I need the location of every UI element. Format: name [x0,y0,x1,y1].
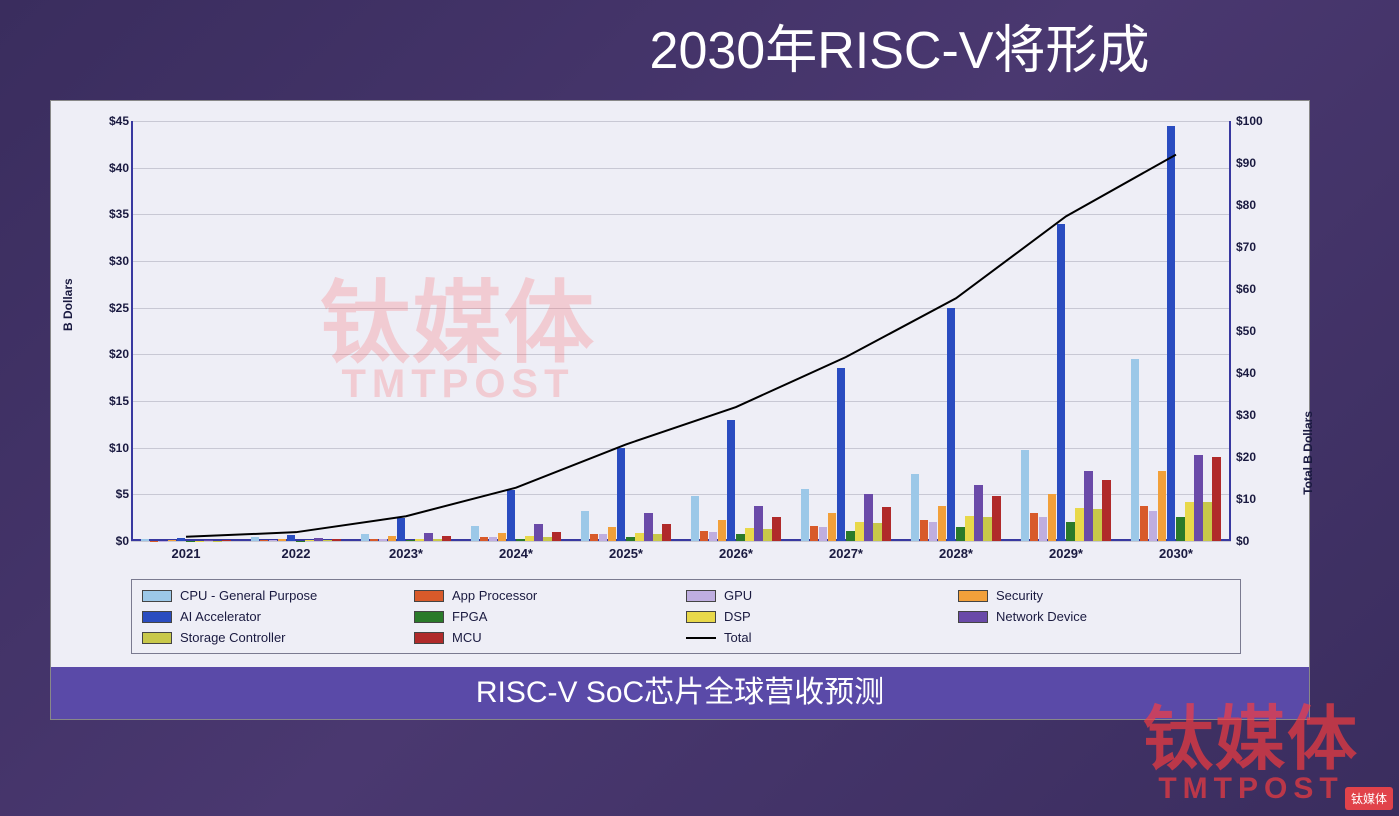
legend-item: App Processor [414,588,686,603]
y-tick-right: $30 [1236,408,1256,422]
legend-label: DSP [724,609,751,624]
y-axis-right: $0$10$20$30$40$50$60$70$80$90$100 [1236,121,1281,541]
legend-item: Security [958,588,1230,603]
x-tick-label: 2029* [1049,546,1083,561]
y-tick-right: $50 [1236,324,1256,338]
y-tick-left: $15 [109,394,129,408]
chart-caption: RISC-V SoC芯片全球营收预测 [51,667,1309,719]
legend-color-swatch [686,611,716,623]
watermark-badge: 钛媒体 [1345,787,1393,810]
x-axis-labels: 2021 2022 2023* 2024* 2025* 2026* 2027* 2028* 20… [131,546,1231,570]
y-tick-left: $5 [116,487,129,501]
legend-item: Storage Controller [142,630,414,645]
legend-line-swatch [686,637,716,639]
y-tick-left: $20 [109,347,129,361]
legend-color-swatch [142,590,172,602]
y-tick-right: $10 [1236,492,1256,506]
y-tick-right: $40 [1236,366,1256,380]
y-tick-left: $35 [109,207,129,221]
x-tick-label: 2023* [389,546,423,561]
legend-color-swatch [414,590,444,602]
y-tick-right: $70 [1236,240,1256,254]
y-tick-left: $0 [116,534,129,548]
x-tick-label: 2024* [499,546,533,561]
legend-item: DSP [686,609,958,624]
legend-color-swatch [142,632,172,644]
y-tick-right: $90 [1236,156,1256,170]
x-tick-label: 2022 [282,546,311,561]
legend-label: Storage Controller [180,630,286,645]
legend-label: Total [724,630,751,645]
x-tick-label: 2027* [829,546,863,561]
y-axis-left: $0$5$10$15$20$25$30$35$40$45 [91,121,129,541]
y-tick-right: $60 [1236,282,1256,296]
y-tick-left: $45 [109,114,129,128]
legend-item: GPU [686,588,958,603]
y-tick-right: $0 [1236,534,1249,548]
y-axis-left-label: B Dollars [61,278,75,331]
legend-color-swatch [414,611,444,623]
legend-color-swatch [686,590,716,602]
legend-label: AI Accelerator [180,609,261,624]
y-axis-right-label: Total B Dollars [1301,411,1315,495]
legend-label: FPGA [452,609,487,624]
legend-label: MCU [452,630,482,645]
legend-color-swatch [142,611,172,623]
y-tick-left: $30 [109,254,129,268]
legend-label: GPU [724,588,752,603]
x-tick-label: 2030* [1159,546,1193,561]
x-tick-label: 2026* [719,546,753,561]
legend-color-swatch [958,590,988,602]
legend-label: CPU - General Purpose [180,588,317,603]
plot-area [131,121,1231,541]
chart-legend: CPU - General Purpose App Processor GPU Sec… [131,579,1241,654]
legend-item: MCU [414,630,686,645]
legend-item: Network Device [958,609,1230,624]
page-title: 2030年RISC-V将形成 [0,8,1399,83]
x-tick-label: 2028* [939,546,973,561]
legend-color-swatch [414,632,444,644]
chart-card: B Dollars Total B Dollars $0$5$10$15$20$… [50,100,1310,720]
legend-color-swatch [958,611,988,623]
y-tick-left: $10 [109,441,129,455]
legend-item: CPU - General Purpose [142,588,414,603]
legend-item: AI Accelerator [142,609,414,624]
legend-item: Total [686,630,958,645]
x-tick-label: 2025* [609,546,643,561]
x-tick-label: 2021 [172,546,201,561]
legend-label: Network Device [996,609,1087,624]
legend-label: App Processor [452,588,537,603]
y-tick-right: $100 [1236,114,1263,128]
y-tick-right: $80 [1236,198,1256,212]
legend-item: FPGA [414,609,686,624]
total-line [131,121,1231,541]
y-tick-left: $25 [109,301,129,315]
legend-label: Security [996,588,1043,603]
y-tick-right: $20 [1236,450,1256,464]
y-tick-left: $40 [109,161,129,175]
